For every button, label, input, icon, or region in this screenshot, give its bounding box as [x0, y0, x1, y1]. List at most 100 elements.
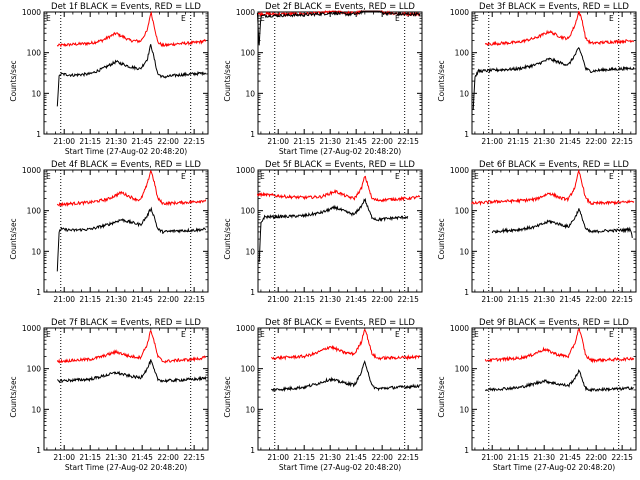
- y-tick-label: 1000: [450, 324, 469, 333]
- x-tick-label: 21:15: [507, 453, 529, 462]
- panel-title: Det 6f BLACK = Events, RED = LLD: [479, 160, 629, 170]
- y-tick-label: 1: [250, 288, 255, 297]
- x-tick-label: 21:45: [345, 295, 367, 304]
- x-tick-label: 21:00: [267, 137, 289, 146]
- y-axis-label: Counts/sec: [437, 60, 446, 101]
- y-tick-label: 100: [241, 49, 256, 58]
- x-tick-label: 21:45: [559, 295, 581, 304]
- e-marker-left: E: [260, 330, 265, 339]
- x-tick-label: 22:00: [371, 295, 393, 304]
- x-tick-label: 22:00: [371, 453, 393, 462]
- x-tick-label: 21:30: [533, 137, 555, 146]
- events-series-line: [256, 9, 421, 46]
- y-tick-label: 10: [459, 89, 469, 98]
- e-marker-left: E: [474, 172, 479, 181]
- e-marker-right: E: [181, 172, 186, 181]
- plot-frame: [471, 327, 637, 451]
- x-tick-label: 21:45: [559, 453, 581, 462]
- detector-panel-5: Det 5f BLACK = Events, RED = LLD 1 10 100 10…: [223, 160, 423, 304]
- y-tick-label: 1: [464, 446, 469, 455]
- e-marker-right: E: [395, 172, 400, 181]
- e-marker-right: E: [181, 330, 186, 339]
- x-tick-label: 22:15: [397, 453, 419, 462]
- e-marker-left: E: [46, 14, 51, 23]
- e-marker-right: E: [609, 14, 614, 23]
- x-tick-label: 21:30: [319, 137, 341, 146]
- x-tick-label: 21:15: [507, 137, 529, 146]
- e-marker-left: E: [46, 330, 51, 339]
- e-marker-left: E: [260, 172, 265, 181]
- lld-series-line: [56, 10, 207, 48]
- lld-series-line: [256, 175, 421, 203]
- detector-panel-8: Det 8f BLACK = Events, RED = LLD 1 10 100 10…: [223, 318, 423, 472]
- e-marker-right: E: [395, 14, 400, 23]
- detector-panel-3: Det 3f BLACK = Events, RED = LLD 1 10 100 10…: [437, 2, 637, 146]
- x-tick-label: 21:30: [533, 295, 555, 304]
- x-tick-label: 21:30: [319, 453, 341, 462]
- x-tick-label: 21:00: [481, 295, 503, 304]
- x-tick-label: 22:15: [183, 137, 205, 146]
- x-tick-label: 22:00: [585, 295, 607, 304]
- events-series-line: [258, 197, 409, 263]
- e-marker-left: E: [474, 330, 479, 339]
- panel-title: Det 3f BLACK = Events, RED = LLD: [479, 2, 629, 12]
- y-tick-label: 10: [459, 405, 469, 414]
- y-tick-label: 10: [31, 247, 41, 256]
- y-axis-label: Counts/sec: [9, 218, 18, 259]
- y-tick-label: 1000: [236, 324, 255, 333]
- events-series-line: [491, 208, 633, 238]
- plot-frame: [43, 11, 209, 135]
- lld-series-line: [56, 329, 207, 364]
- e-marker-right: E: [609, 330, 614, 339]
- y-tick-label: 100: [455, 49, 470, 58]
- y-tick-label: 1: [464, 288, 469, 297]
- y-tick-label: 1: [36, 446, 41, 455]
- detector-panel-9: Det 9f BLACK = Events, RED = LLD 1 10 100 10…: [437, 318, 637, 472]
- x-tick-label: 21:45: [559, 137, 581, 146]
- plot-frame: [471, 11, 637, 135]
- panel-title: Det 5f BLACK = Events, RED = LLD: [265, 160, 415, 170]
- plot-frame: [257, 169, 423, 293]
- y-tick-label: 1000: [236, 166, 255, 175]
- y-axis-label: Counts/sec: [223, 218, 232, 259]
- y-tick-label: 100: [27, 49, 42, 58]
- lld-series-line: [471, 169, 635, 207]
- x-tick-label: 22:00: [585, 137, 607, 146]
- plot-frame: [257, 327, 423, 451]
- x-tick-label: 21:00: [267, 295, 289, 304]
- y-tick-label: 10: [245, 247, 255, 256]
- x-axis-label: Start Time (27-Aug-02 20:48:20): [279, 147, 401, 156]
- lld-series-line: [56, 169, 207, 207]
- y-tick-label: 1000: [450, 166, 469, 175]
- y-tick-label: 1000: [236, 8, 255, 17]
- plot-frame: [43, 327, 209, 451]
- x-tick-label: 21:45: [131, 137, 153, 146]
- x-tick-label: 21:15: [293, 453, 315, 462]
- events-series-line: [56, 206, 207, 272]
- x-tick-label: 21:15: [79, 137, 101, 146]
- detector-panel-6: Det 6f BLACK = Events, RED = LLD 1 10 100 10…: [437, 160, 637, 304]
- y-tick-label: 10: [245, 405, 255, 414]
- x-tick-label: 21:15: [79, 453, 101, 462]
- x-tick-label: 22:00: [585, 453, 607, 462]
- panel-title: Det 7f BLACK = Events, RED = LLD: [51, 318, 201, 328]
- x-tick-label: 22:15: [397, 137, 419, 146]
- x-tick-label: 22:00: [157, 295, 179, 304]
- y-tick-label: 1000: [22, 8, 41, 17]
- x-tick-label: 21:45: [131, 453, 153, 462]
- x-tick-label: 21:00: [481, 137, 503, 146]
- detector-panel-4: Det 4f BLACK = Events, RED = LLD 1 10 100 10…: [9, 160, 209, 304]
- x-tick-label: 21:45: [345, 453, 367, 462]
- y-tick-label: 1: [250, 130, 255, 139]
- detector-panel-7: Det 7f BLACK = Events, RED = LLD 1 10 100 10…: [9, 318, 209, 472]
- y-tick-label: 100: [455, 365, 470, 374]
- x-tick-label: 22:00: [371, 137, 393, 146]
- y-tick-label: 1: [250, 446, 255, 455]
- lld-series-line: [484, 11, 635, 47]
- y-tick-label: 1: [36, 130, 41, 139]
- y-axis-label: Counts/sec: [223, 60, 232, 101]
- events-series-line: [472, 47, 635, 110]
- y-tick-label: 10: [459, 247, 469, 256]
- x-tick-label: 21:15: [293, 137, 315, 146]
